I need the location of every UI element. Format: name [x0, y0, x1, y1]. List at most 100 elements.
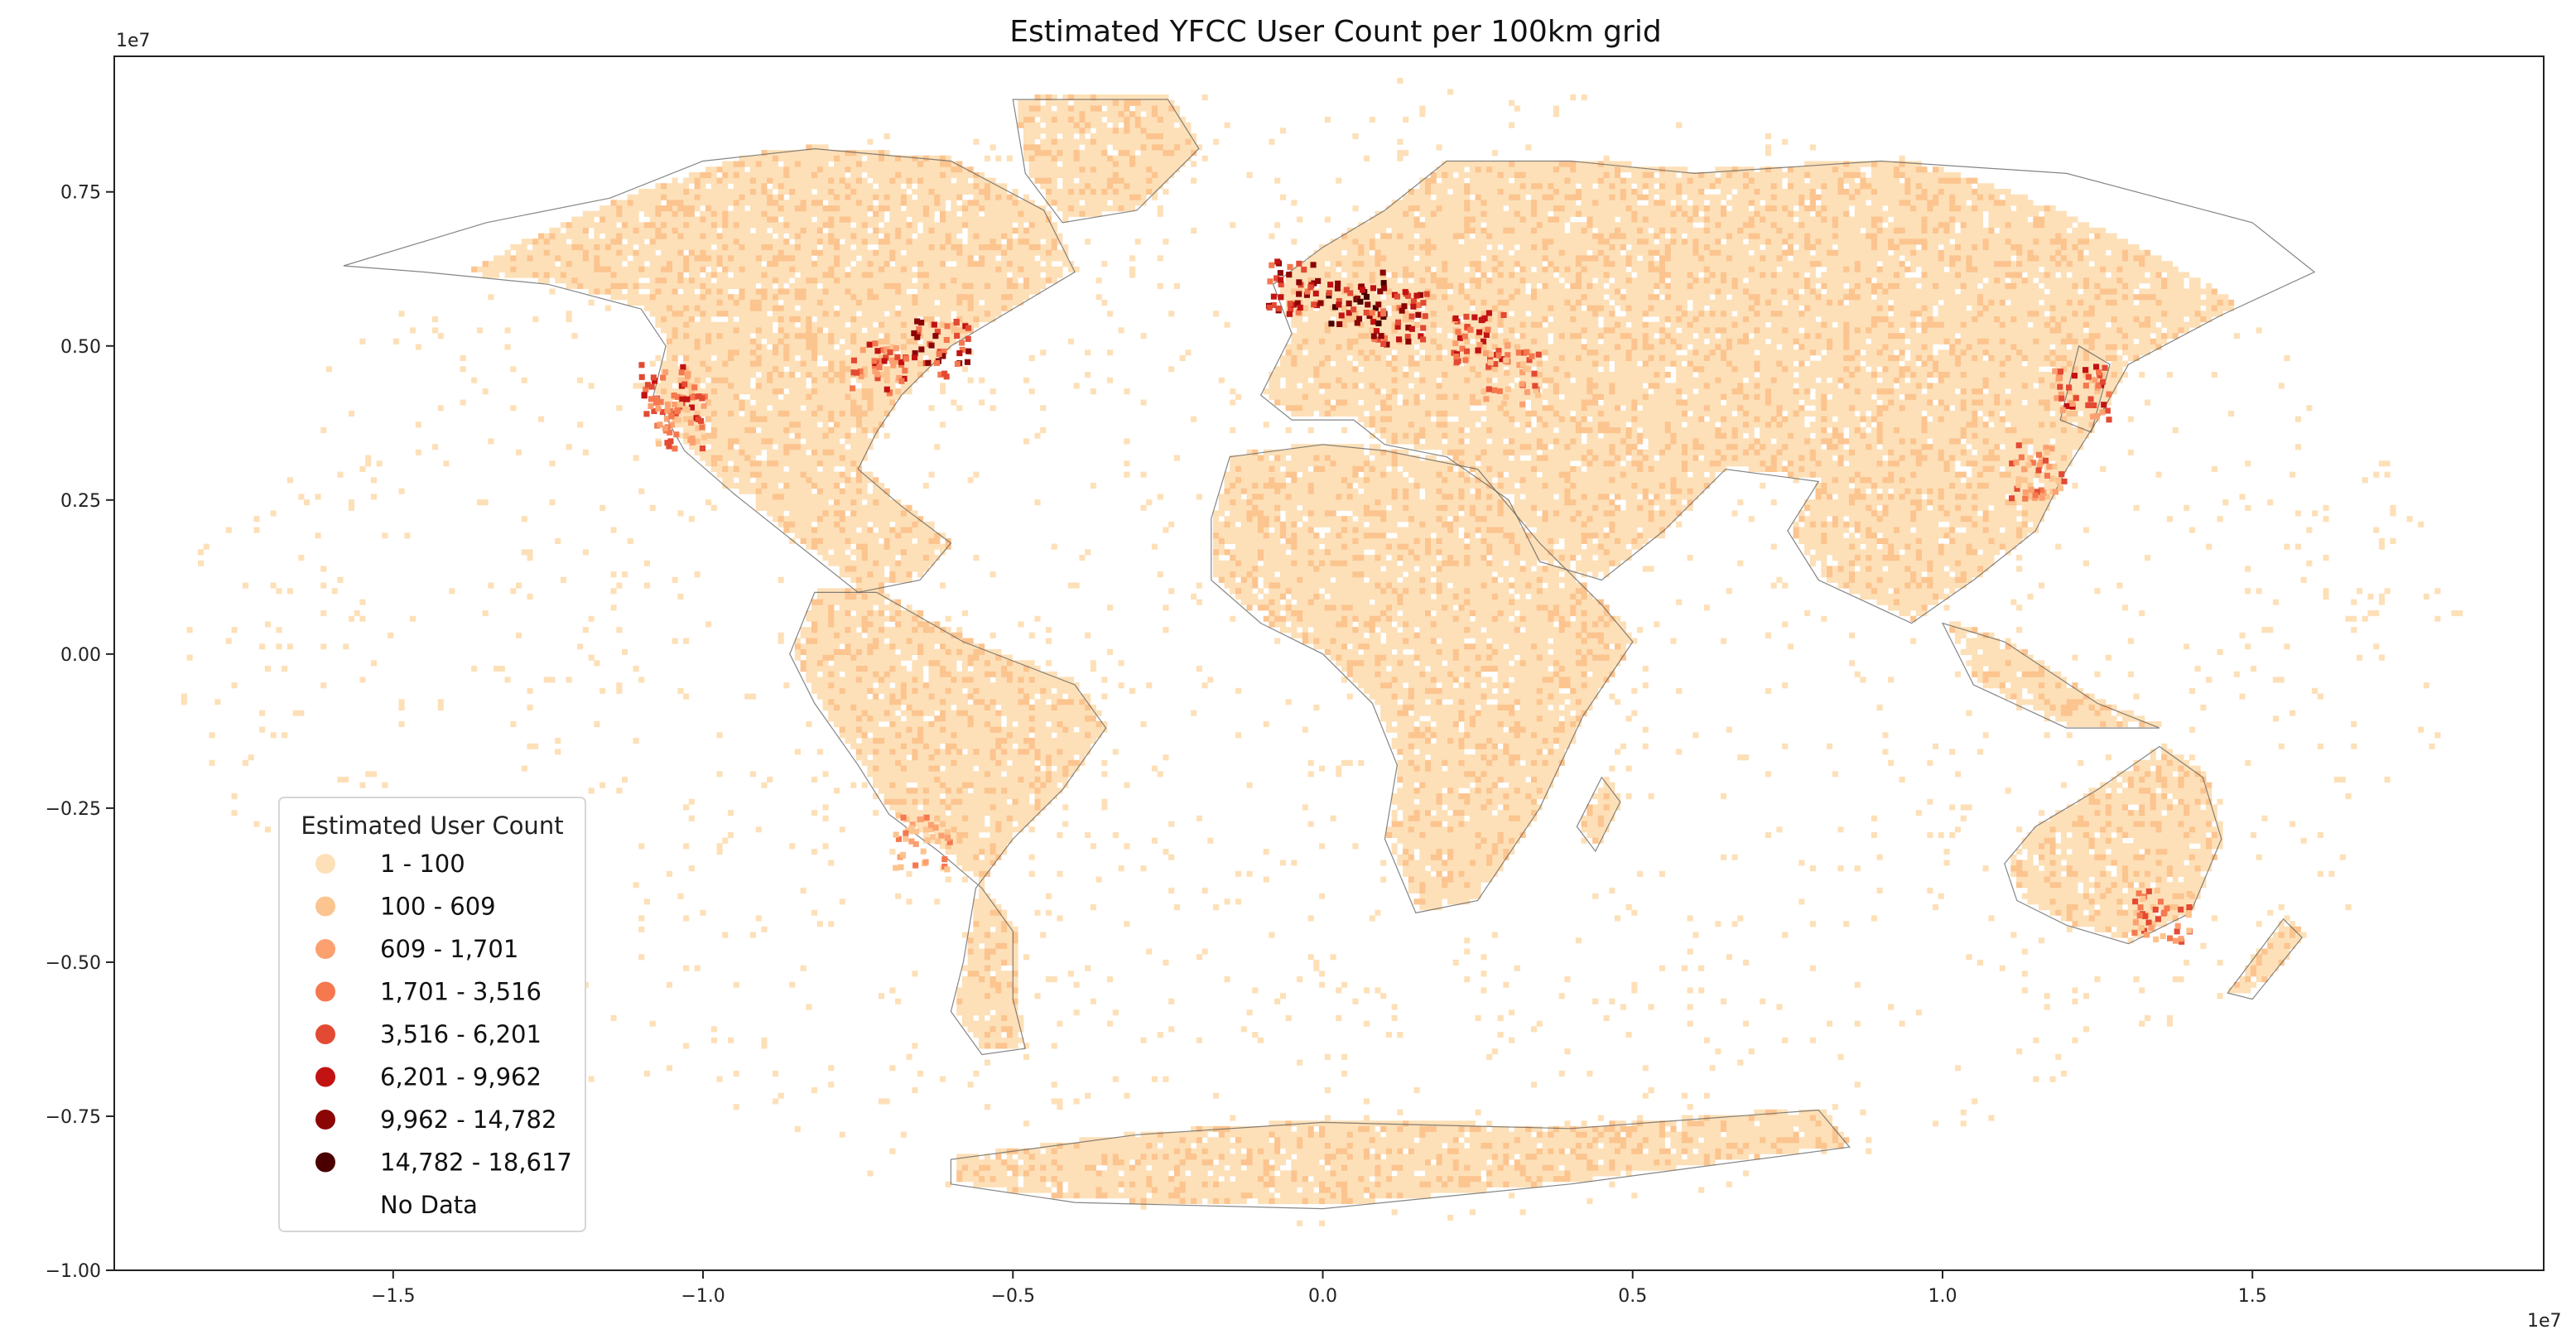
hotspot-cell	[894, 358, 901, 364]
hotspot-cell	[1332, 304, 1339, 311]
hotspot-cell	[884, 386, 890, 393]
hotspot-cell	[1301, 267, 1307, 273]
hotspot-cell	[2055, 374, 2062, 381]
hotspot-cell	[1373, 328, 1379, 335]
coastline	[1576, 776, 1621, 853]
legend-label: No Data	[380, 1191, 478, 1219]
hotspot-cell	[2096, 369, 2102, 376]
legend-label: 14,782 - 18,617	[380, 1149, 572, 1177]
hotspot-cell	[944, 829, 951, 836]
x-tick-label: −1.5	[371, 1286, 415, 1307]
hotspot-cell	[871, 363, 878, 369]
hotspot-cell	[2028, 486, 2034, 493]
hotspot-cell	[659, 409, 666, 416]
hotspot-cell	[1481, 315, 1488, 321]
hotspot-cell	[2066, 384, 2073, 391]
hotspot-cell	[1317, 300, 1324, 306]
hotspot-cell	[1336, 298, 1342, 305]
hotspot-cell	[2043, 445, 2049, 451]
hotspot-cell	[895, 812, 902, 819]
hotspot-cell	[902, 368, 908, 374]
hotspot-cell	[909, 821, 916, 828]
y-tick-label: 0.75	[60, 183, 101, 204]
hotspot-cell	[2104, 407, 2111, 414]
hotspot-cell	[2051, 463, 2058, 470]
hotspot-cell	[2174, 922, 2181, 929]
hotspot-cell	[1401, 303, 1408, 310]
hotspot-cell	[1394, 293, 1400, 300]
hotspot-cell	[1381, 285, 1388, 291]
coastline	[789, 591, 1107, 1056]
hotspot-cell	[893, 345, 899, 352]
hotspot-cell	[1515, 349, 1522, 356]
hotspot-cell	[908, 825, 915, 831]
hotspot-cell	[1346, 300, 1352, 306]
hotspot-cell	[667, 429, 673, 436]
hotspot-cell	[681, 381, 688, 388]
hotspot-cell	[874, 375, 881, 382]
hotspot-cell	[1370, 333, 1377, 340]
hotspot-cell	[1488, 351, 1495, 358]
hotspot-cell	[903, 830, 909, 836]
hotspot-cell	[2137, 904, 2144, 911]
legend-swatch	[315, 1152, 335, 1173]
hotspot-cell	[933, 359, 940, 366]
x-tick-label: −1.0	[681, 1286, 725, 1307]
hotspot-cell	[1408, 325, 1415, 332]
hotspot-cell	[2021, 466, 2028, 473]
hotspot-cell	[2058, 485, 2064, 492]
hotspot-cell	[1378, 333, 1384, 340]
hotspot-cell	[638, 373, 645, 380]
hotspot-cell	[900, 851, 907, 858]
hotspot-cell	[858, 373, 864, 379]
hotspot-cell	[689, 394, 696, 401]
hotspot-cell	[903, 355, 909, 362]
hotspot-cell	[1379, 269, 1386, 276]
hotspot-cell	[2099, 409, 2106, 416]
hotspot-cell	[2059, 407, 2066, 413]
hotspot-cell	[2091, 402, 2097, 408]
hotspot-cell	[900, 814, 907, 821]
hotspot-cell	[1335, 280, 1341, 287]
hotspot-cell	[2015, 442, 2022, 449]
coastline	[1941, 622, 2160, 729]
hotspot-cell	[2174, 928, 2180, 935]
hotspot-cell	[2145, 888, 2152, 894]
hotspot-cell	[876, 364, 883, 370]
hotspot-cell	[1366, 313, 1373, 320]
hotspot-cell	[1485, 310, 1492, 316]
hotspot-cell	[2069, 403, 2076, 410]
hotspot-cell	[954, 332, 961, 339]
legend-label: 609 - 1,701	[380, 935, 518, 963]
hotspot-cell	[696, 393, 702, 400]
hotspot-cell	[1476, 329, 1483, 335]
hotspot-cell	[2058, 391, 2064, 397]
hotspot-cell	[1532, 383, 1538, 389]
hotspot-cell	[879, 347, 886, 354]
hotspot-cell	[648, 383, 655, 390]
hotspot-cell	[932, 824, 939, 831]
hotspot-cell	[896, 374, 903, 381]
hotspot-cell	[857, 368, 864, 374]
hotspot-cell	[679, 396, 686, 402]
hotspot-cell	[1410, 303, 1417, 310]
hotspot-cell	[1296, 291, 1302, 297]
hotspot-cell	[677, 402, 684, 408]
hotspot-cell	[2057, 383, 2063, 390]
legend-swatch	[315, 1024, 335, 1044]
hotspot-cell	[691, 384, 698, 391]
country-borders	[343, 99, 2316, 1210]
hotspot-cell	[650, 374, 657, 381]
hotspot-cell	[2042, 457, 2049, 464]
hotspot-cell	[946, 839, 953, 845]
hotspot-cell	[1277, 270, 1283, 277]
hotspot-cell	[1408, 313, 1415, 320]
hotspot-cell	[2102, 364, 2108, 371]
hotspot-cell	[2160, 933, 2166, 940]
hotspot-cell	[2136, 913, 2143, 919]
hotspot-cell	[657, 398, 664, 405]
hotspot-cell	[2036, 462, 2043, 469]
hotspot-cell	[1531, 370, 1538, 377]
hotspot-cell	[698, 417, 705, 424]
hotspot-cell	[2095, 383, 2102, 389]
